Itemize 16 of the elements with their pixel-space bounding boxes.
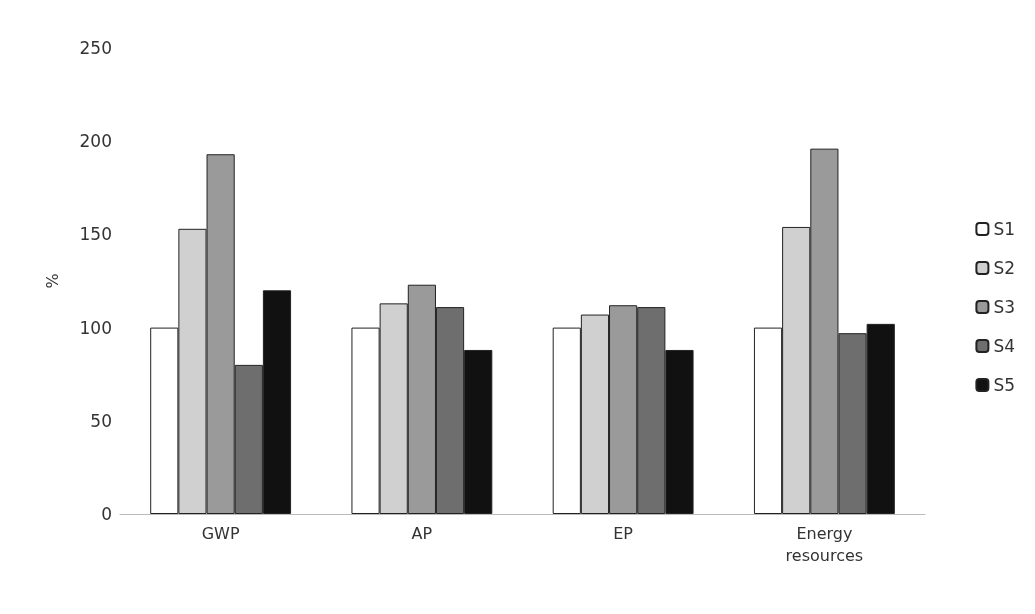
y-tick-label: 150 — [79, 224, 112, 245]
y-tick-label: 0 — [101, 504, 112, 524]
y-tick-label: 100 — [79, 317, 112, 338]
legend-label: S3 — [993, 297, 1015, 317]
x-tick-label: AP — [411, 523, 433, 543]
x-tick-label: Energy resources — [785, 523, 864, 565]
x-tick-label: EP — [613, 523, 634, 543]
legend-label: S1 — [993, 219, 1015, 239]
y-tick-label: 200 — [79, 131, 112, 152]
legend-label: S4 — [993, 336, 1015, 356]
y-axis-title: % — [42, 273, 62, 289]
y-tick-label: 250 — [79, 38, 112, 58]
legend-label: S2 — [993, 258, 1015, 278]
legend-label: S5 — [993, 375, 1015, 395]
x-tick-label: GWP — [201, 523, 240, 543]
y-tick-label: 50 — [90, 410, 112, 431]
